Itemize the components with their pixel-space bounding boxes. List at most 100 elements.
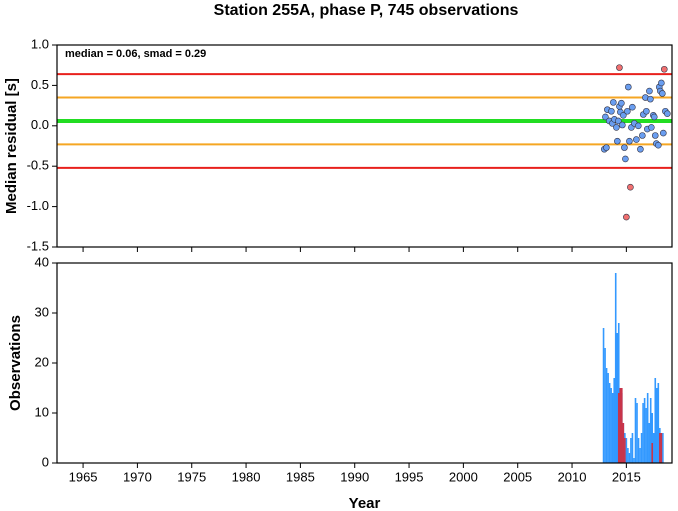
- point: [622, 155, 629, 163]
- point: [626, 137, 633, 145]
- point: [608, 107, 615, 115]
- bar: [651, 413, 654, 463]
- point: [637, 145, 644, 153]
- point: [646, 87, 653, 95]
- bar: [657, 383, 660, 463]
- point: [610, 99, 617, 106]
- point: [603, 144, 610, 151]
- point: [619, 121, 626, 129]
- point: [616, 64, 623, 71]
- bar: [642, 403, 644, 463]
- bar: [614, 273, 617, 463]
- bar: [649, 398, 652, 463]
- point: [658, 79, 665, 87]
- x-tick-label: 1995: [395, 469, 424, 484]
- point: [614, 137, 621, 145]
- bar: [640, 433, 643, 463]
- y-tick-label: -1.5: [27, 238, 49, 253]
- point: [660, 129, 667, 137]
- x-tick-label: 1985: [286, 469, 315, 484]
- point: [624, 107, 631, 115]
- bar: [648, 423, 650, 463]
- point: [629, 103, 636, 111]
- point: [651, 132, 659, 139]
- bar: [643, 398, 646, 463]
- y-tick-label: 20: [35, 354, 49, 369]
- x-axis-label: Year: [349, 495, 381, 511]
- point: [620, 111, 627, 119]
- bar: [622, 423, 625, 463]
- bar: [645, 408, 647, 463]
- bar: [625, 438, 628, 463]
- bar: [652, 433, 655, 463]
- point: [643, 107, 650, 115]
- bar: [604, 348, 606, 463]
- point: [602, 113, 609, 121]
- bar: [654, 378, 657, 463]
- point: [635, 122, 642, 130]
- x-tick-label: 1970: [123, 469, 152, 484]
- bar: [616, 333, 619, 463]
- y-tick-label: 0.0: [31, 117, 49, 132]
- bar: [637, 438, 640, 463]
- x-tick-label: 1975: [177, 469, 206, 484]
- point: [664, 110, 671, 117]
- point: [648, 124, 655, 131]
- bar: [602, 328, 605, 463]
- bar: [646, 393, 649, 463]
- bar: [619, 388, 622, 463]
- bar: [634, 398, 637, 463]
- bar: [639, 448, 641, 463]
- bar: [662, 433, 664, 463]
- point: [659, 90, 666, 97]
- bar: [610, 388, 612, 463]
- y-tick-label: 0.5: [31, 77, 49, 92]
- point: [650, 113, 658, 121]
- y-tick-label: 10: [35, 404, 49, 419]
- bar: [621, 388, 623, 463]
- bar: [660, 433, 663, 463]
- x-tick-label: 2000: [449, 469, 478, 484]
- bar: [617, 393, 620, 463]
- bar: [633, 458, 635, 463]
- y-tick-label: 0: [42, 454, 49, 469]
- bar: [631, 433, 634, 463]
- x-tick-label: 2005: [503, 469, 532, 484]
- y-tick-label: 30: [35, 304, 49, 319]
- point: [625, 83, 632, 91]
- y-tick-label: -1.0: [27, 198, 49, 213]
- point: [660, 65, 668, 73]
- bar: [607, 373, 609, 463]
- x-tick-label: 2015: [612, 469, 641, 484]
- bar: [655, 388, 658, 463]
- y-axis-label: Observations: [7, 315, 24, 411]
- plot-frame: [56, 262, 673, 464]
- bar: [636, 403, 638, 463]
- point: [623, 213, 630, 221]
- point: [627, 183, 634, 191]
- x-tick-label: 1990: [340, 469, 369, 484]
- x-tick-label: 2010: [558, 469, 587, 484]
- bar: [628, 453, 631, 463]
- point: [639, 132, 646, 139]
- bar: [627, 448, 629, 463]
- y-tick-label: 40: [35, 254, 49, 269]
- y-tick-label: -0.5: [27, 158, 49, 173]
- bar: [630, 438, 632, 463]
- y-tick-label: 1.0: [31, 36, 49, 51]
- bar: [608, 383, 611, 463]
- point: [633, 136, 640, 143]
- x-tick-label: 1965: [69, 469, 98, 484]
- bar: [659, 433, 661, 463]
- point: [655, 141, 662, 149]
- point: [613, 124, 620, 131]
- plot-frame: [56, 44, 673, 248]
- y-axis-label: Median residual [s]: [3, 78, 20, 214]
- bar: [624, 438, 626, 463]
- bar: [611, 393, 614, 463]
- bar: [605, 368, 608, 463]
- bar: [651, 443, 654, 463]
- point: [618, 99, 625, 107]
- point: [615, 117, 622, 125]
